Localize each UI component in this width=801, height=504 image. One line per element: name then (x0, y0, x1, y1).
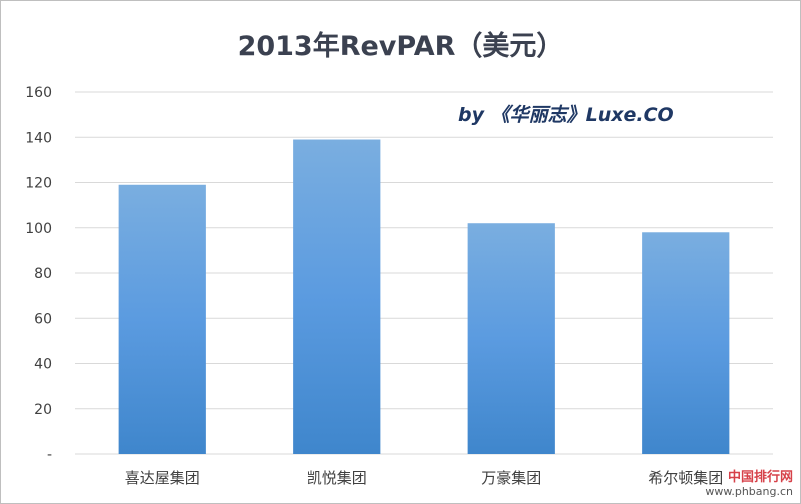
y-tick-label: 140 (25, 130, 52, 146)
y-tick-label: 80 (34, 266, 52, 282)
bar-2 (293, 139, 381, 454)
y-tick-label: 120 (25, 176, 52, 192)
x-tick-label: 万豪集团 (481, 469, 541, 487)
y-tick-label: - (47, 447, 52, 463)
x-axis-tick-labels: 喜达屋集团 凯悦集团 万豪集团 希尔顿集团 (125, 469, 724, 487)
y-tick-label: 20 (34, 402, 52, 418)
x-tick-label: 喜达屋集团 (125, 469, 200, 487)
bar-1 (118, 184, 206, 454)
y-tick-label: 100 (25, 221, 52, 237)
chart-title: 2013年RevPAR（美元） (237, 31, 564, 62)
watermark-name: 中国排行网 (727, 470, 793, 485)
bar-3 (467, 223, 555, 454)
y-tick-label: 160 (25, 85, 52, 101)
watermark-url: www.phbang.cn (705, 485, 793, 498)
x-tick-label: 希尔顿集团 (648, 469, 723, 487)
bars (118, 139, 730, 454)
chart-credit-annotation: by 《华丽志》Luxe.CO (458, 104, 674, 126)
y-tick-label: 60 (34, 311, 52, 327)
y-axis-tick-labels: - 20 40 60 80 100 120 140 160 (25, 85, 52, 463)
bar-4 (642, 232, 730, 454)
site-watermark: 中国排行网 www.phbang.cn (705, 466, 793, 498)
x-tick-label: 凯悦集团 (307, 469, 367, 487)
y-tick-label: 40 (34, 357, 52, 373)
